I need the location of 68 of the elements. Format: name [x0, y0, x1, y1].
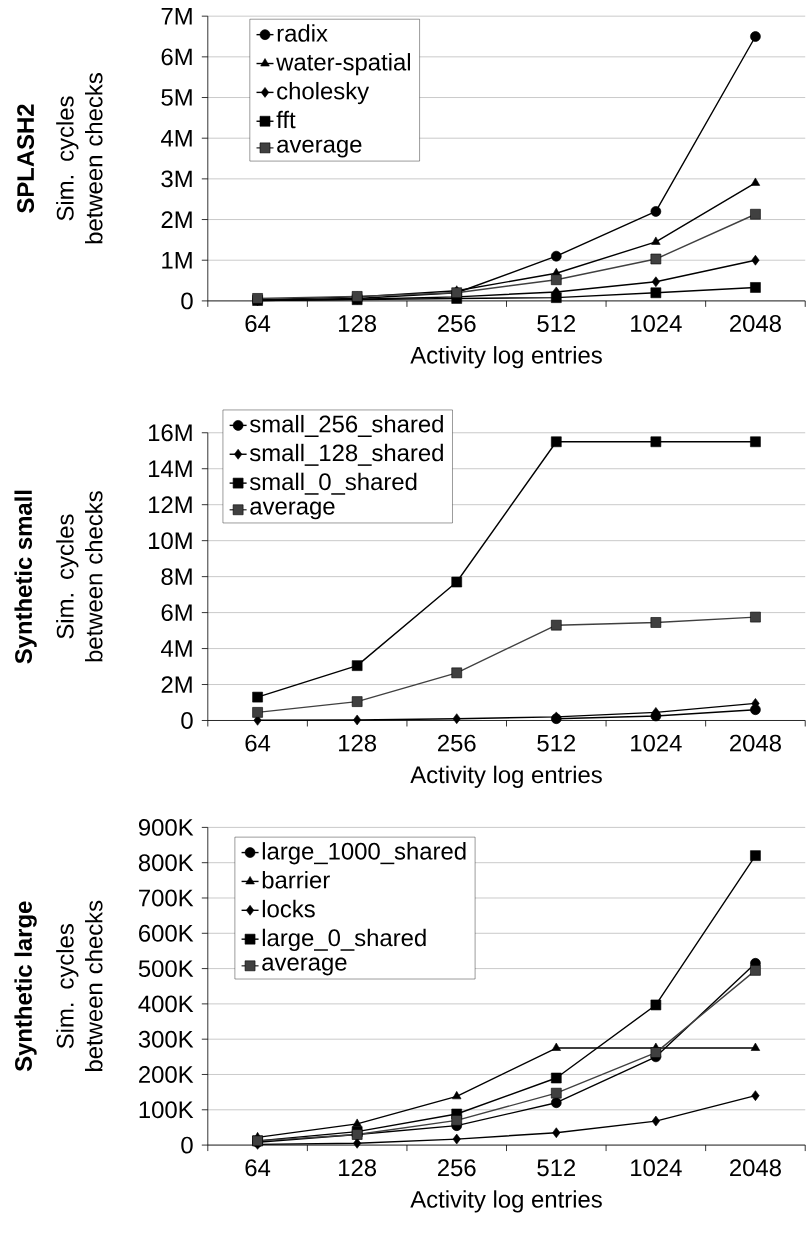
legend-label: average — [250, 501, 335, 520]
legend-label: cholesky — [277, 81, 369, 105]
legend-label: small_128_shared — [249, 443, 443, 466]
x-tick-label: 512 — [537, 1159, 575, 1177]
y-tick-label: 2M — [161, 676, 192, 693]
y-tick-label: 200K — [138, 1066, 194, 1083]
text: Synthetic large — [14, 901, 37, 1072]
y-tick-label: 16M — [148, 424, 192, 442]
legend-label: average — [277, 139, 362, 158]
x-tick-label: 512 — [537, 734, 575, 752]
y-tick-label: 10M — [148, 532, 192, 550]
x-tick-label: 128 — [338, 315, 376, 332]
y-tick-label: 12M — [148, 496, 192, 514]
y-tick-label: 700K — [138, 889, 194, 907]
legend-label: barrier — [262, 870, 330, 889]
y-tick-label: 800K — [138, 854, 194, 872]
y-tick-label: 8M — [161, 568, 192, 586]
y-tick-label: 4M — [160, 640, 192, 657]
y-tick-label: 7M — [161, 7, 192, 25]
x-tick-label: 2048 — [729, 315, 781, 332]
y-tick-label: 0 — [181, 712, 193, 729]
y-axis-title: Sim. cycles between checks — [56, 73, 103, 244]
x-axis-title: Activity log entries — [410, 765, 602, 788]
x-tick-label: 128 — [338, 1159, 376, 1177]
y-tick-label: 0 — [181, 1136, 193, 1154]
x-tick-label: 1024 — [631, 734, 682, 752]
y-tick-label: 300K — [138, 1030, 194, 1048]
x-tick-label: 1024 — [631, 315, 682, 332]
legend-label: large_1000_shared — [262, 842, 466, 865]
x-tick-label: 256 — [437, 734, 476, 752]
y-axis-title: Sim. cycles between checks — [56, 491, 103, 662]
legend-label: large_0_shared — [262, 928, 426, 951]
y-tick-label: 5M — [161, 89, 192, 106]
x-tick-label: 64 — [245, 315, 271, 332]
x-tick-label: 2048 — [729, 734, 781, 752]
legend-label: average — [262, 957, 347, 976]
x-tick-label: 128 — [338, 734, 376, 752]
y-tick-label: 0 — [181, 292, 193, 310]
x-axis-title: Activity log entries — [410, 346, 602, 369]
legend-label: fft — [276, 110, 296, 129]
y-axis-title: Sim. cycles between checks — [56, 900, 103, 1072]
x-tick-label: 512 — [537, 315, 575, 332]
legend-label: locks — [262, 899, 315, 918]
y-tick-label: 900K — [138, 818, 194, 836]
y-tick-label: 100K — [139, 1101, 194, 1119]
x-axis-title: Activity log entries — [410, 1190, 602, 1213]
x-tick-label: 64 — [245, 734, 271, 752]
text: Synthetic small — [14, 490, 37, 664]
x-tick-label: 1024 — [631, 1159, 682, 1177]
legend-label: small_0_shared — [249, 472, 417, 495]
x-tick-label: 64 — [245, 1159, 271, 1177]
x-tick-label: 256 — [437, 315, 476, 332]
y-tick-label: 400K — [138, 995, 194, 1013]
y-tick-label: 500K — [138, 960, 194, 978]
y-tick-label: 14M — [148, 460, 192, 477]
y-tick-label: 2M — [161, 211, 192, 228]
y-tick-label: 1M — [162, 252, 192, 269]
legend-label: radix — [277, 24, 328, 42]
y-tick-label: 4M — [160, 129, 192, 147]
x-tick-label: 2048 — [729, 1159, 781, 1177]
legend-label: small_256_shared — [249, 414, 443, 437]
text: SPLASH2 — [17, 104, 34, 213]
x-tick-label: 256 — [437, 1159, 476, 1177]
y-tick-label: 600K — [138, 924, 194, 942]
legend-label: water-spatial — [276, 53, 410, 76]
y-tick-label: 3M — [161, 170, 192, 188]
y-tick-label: 6M — [161, 48, 192, 66]
y-tick-label: 6M — [161, 604, 192, 622]
